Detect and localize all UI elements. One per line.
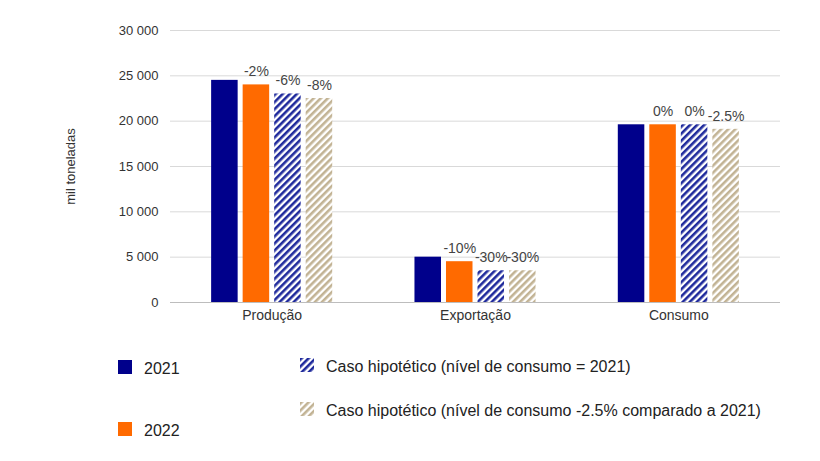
svg-text:-2%: -2% xyxy=(244,63,269,79)
svg-text:-8%: -8% xyxy=(307,77,332,93)
svg-text:0%: 0% xyxy=(653,103,673,119)
html-text:Caso hipotético (nível de cons: Caso hipotético (nível de consumo -2.5% … xyxy=(326,402,761,419)
svg-text:mil toneladas: mil toneladas xyxy=(63,128,78,205)
svg-text:-30%: -30% xyxy=(475,249,508,265)
svg-text:-10%: -10% xyxy=(443,240,476,256)
svg-text:Consumo: Consumo xyxy=(649,307,709,323)
svg-text:Exportação: Exportação xyxy=(440,307,511,323)
svg-text:Produção: Produção xyxy=(242,307,302,323)
html-text:Caso hipotético (nível de cons: Caso hipotético (nível de consumo = 2021… xyxy=(326,358,631,375)
svg-text:0: 0 xyxy=(151,295,158,310)
html-text:2021: 2021 xyxy=(144,360,180,377)
svg-text:30 000: 30 000 xyxy=(119,23,159,38)
svg-text:-2.5%: -2.5% xyxy=(708,108,745,124)
html-text:2022: 2022 xyxy=(144,422,180,439)
svg-text:10 000: 10 000 xyxy=(119,204,159,219)
svg-text:5 000: 5 000 xyxy=(126,249,159,264)
svg-text:15 000: 15 000 xyxy=(119,159,159,174)
svg-text:-30%: -30% xyxy=(506,249,539,265)
svg-text:25 000: 25 000 xyxy=(119,68,159,83)
svg-text:20 000: 20 000 xyxy=(119,113,159,128)
svg-text:0%: 0% xyxy=(684,103,704,119)
svg-text:-6%: -6% xyxy=(275,72,300,88)
